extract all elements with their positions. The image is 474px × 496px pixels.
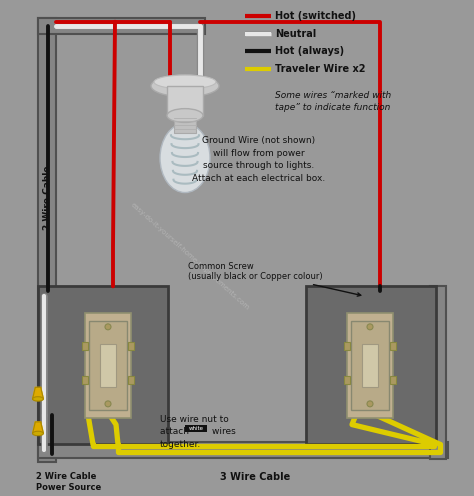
Polygon shape [33, 422, 44, 434]
Text: 3 Wire Cable: 3 Wire Cable [220, 472, 290, 482]
Text: Some wires “marked with
tape” to indicate function: Some wires “marked with tape” to indicat… [275, 91, 391, 112]
Bar [174, 116, 196, 133]
Text: Traveler Wire x2: Traveler Wire x2 [275, 64, 365, 74]
Ellipse shape [367, 324, 373, 330]
Ellipse shape [33, 397, 44, 401]
Bar [306, 286, 436, 444]
Bar [100, 344, 116, 387]
Text: 2 Wire Cable: 2 Wire Cable [43, 165, 52, 230]
Ellipse shape [167, 109, 203, 123]
Bar [38, 442, 448, 458]
Bar [430, 286, 446, 459]
Text: easy-do-it-yourself-home-improvements.com: easy-do-it-yourself-home-improvements.co… [130, 202, 250, 311]
Bar [167, 86, 203, 116]
Bar [347, 313, 393, 418]
Text: Neutral: Neutral [275, 29, 316, 39]
Polygon shape [33, 387, 44, 399]
Ellipse shape [151, 75, 219, 97]
Text: Hot (always): Hot (always) [275, 46, 344, 57]
Bar [351, 321, 389, 410]
Ellipse shape [105, 401, 111, 407]
Bar [362, 344, 378, 387]
Bar [89, 321, 127, 410]
Bar [38, 18, 56, 462]
Ellipse shape [160, 124, 210, 192]
Bar [344, 376, 350, 384]
Ellipse shape [105, 324, 111, 330]
Bar [390, 342, 396, 350]
Bar [128, 342, 134, 350]
Text: Use wire nut to
attach        wires
together.: Use wire nut to attach wires together. [160, 415, 236, 449]
Ellipse shape [367, 401, 373, 407]
Text: 2 Wire Cable
Power Source: 2 Wire Cable Power Source [36, 472, 101, 492]
Text: Ground Wire (not shown)
will flow from power
source through to lights.
Attach at: Ground Wire (not shown) will flow from p… [192, 136, 326, 183]
Bar [390, 376, 396, 384]
Bar [128, 376, 134, 384]
Bar [38, 18, 205, 34]
Bar [82, 376, 88, 384]
Bar [82, 342, 88, 350]
Ellipse shape [154, 75, 216, 89]
Ellipse shape [33, 431, 44, 435]
Bar [38, 286, 168, 444]
Bar [85, 313, 131, 418]
Text: Hot (switched): Hot (switched) [275, 11, 356, 21]
Text: Common Screw
(usually black or Copper colour): Common Screw (usually black or Copper co… [188, 262, 361, 296]
Bar [185, 425, 207, 433]
Text: white: white [189, 426, 203, 431]
Bar [344, 342, 350, 350]
